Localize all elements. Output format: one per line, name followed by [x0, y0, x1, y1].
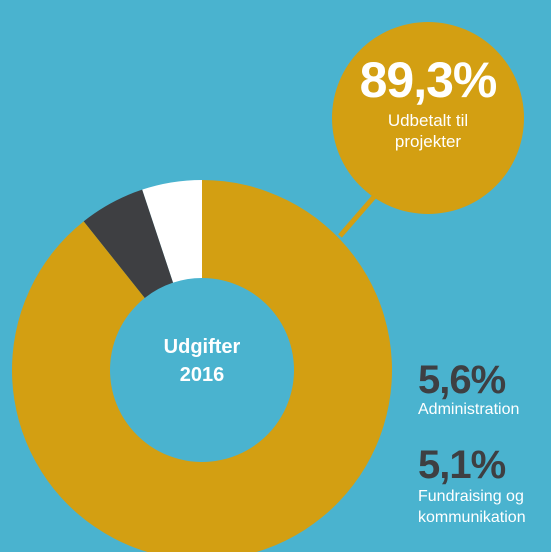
slice [142, 180, 202, 283]
value-label: 89,3% [359, 52, 498, 108]
slice [83, 189, 174, 299]
slice [12, 180, 392, 552]
category-label: Fundraising og kommunikation [418, 488, 526, 526]
connector [338, 188, 382, 238]
category-label: Administration [418, 401, 520, 418]
center-title: Udgifter 2016 [163, 336, 241, 386]
callout-bubble [332, 22, 524, 214]
value-label: 5,1% [418, 443, 506, 487]
value-label: 5,6% [418, 358, 506, 402]
category-label: Udbetalt til projekter [387, 111, 469, 151]
